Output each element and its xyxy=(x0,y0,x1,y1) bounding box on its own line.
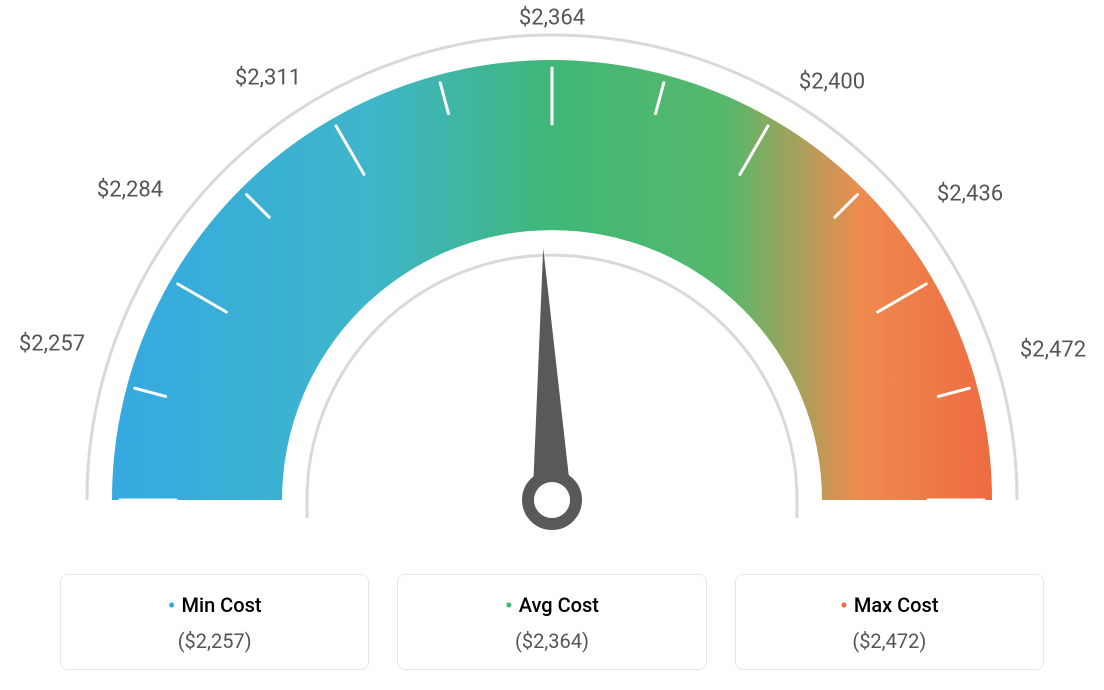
dot-icon: • xyxy=(840,594,848,619)
gauge-tick-label: $2,436 xyxy=(937,182,1003,207)
legend-max-label: Max Cost xyxy=(854,593,939,617)
dot-icon: • xyxy=(168,594,176,619)
legend-min-title: •Min Cost xyxy=(71,593,358,619)
gauge-svg xyxy=(0,0,1104,560)
gauge-tick-label: $2,364 xyxy=(519,6,585,31)
legend-row: •Min Cost ($2,257) •Avg Cost ($2,364) •M… xyxy=(0,574,1104,670)
legend-min-value: ($2,257) xyxy=(71,629,358,653)
legend-max-title: •Max Cost xyxy=(746,593,1033,619)
legend-avg: •Avg Cost ($2,364) xyxy=(397,574,706,670)
gauge-tick-label: $2,472 xyxy=(1020,338,1086,363)
legend-avg-label: Avg Cost xyxy=(519,593,599,617)
legend-avg-value: ($2,364) xyxy=(408,629,695,653)
legend-max-value: ($2,472) xyxy=(746,629,1033,653)
gauge-tick-label: $2,311 xyxy=(235,66,301,91)
legend-min-label: Min Cost xyxy=(181,593,261,617)
gauge-tick-label: $2,284 xyxy=(97,178,163,203)
legend-max: •Max Cost ($2,472) xyxy=(735,574,1044,670)
dot-icon: • xyxy=(505,594,513,619)
legend-min: •Min Cost ($2,257) xyxy=(60,574,369,670)
gauge-tick-label: $2,400 xyxy=(799,70,865,95)
gauge-tick-label: $2,257 xyxy=(19,332,85,357)
legend-avg-title: •Avg Cost xyxy=(408,593,695,619)
gauge-chart: $2,257 $2,284 $2,311 $2,364 $2,400 $2,436 $2,4… xyxy=(0,0,1104,560)
